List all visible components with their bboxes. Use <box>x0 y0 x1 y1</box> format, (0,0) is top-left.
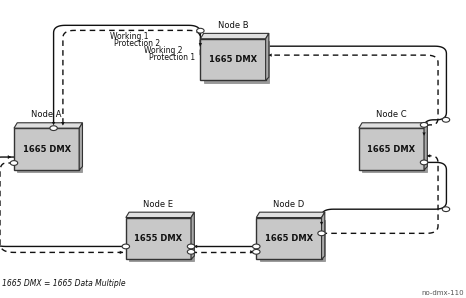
Polygon shape <box>266 33 269 80</box>
FancyBboxPatch shape <box>200 39 266 80</box>
Circle shape <box>187 244 195 249</box>
Text: Node A: Node A <box>31 110 62 119</box>
FancyBboxPatch shape <box>260 220 325 261</box>
Text: Node E: Node E <box>144 200 173 209</box>
Circle shape <box>420 160 428 165</box>
FancyBboxPatch shape <box>204 41 269 83</box>
FancyBboxPatch shape <box>126 218 191 259</box>
Polygon shape <box>322 212 325 259</box>
Text: 1655 DMX: 1655 DMX <box>134 234 183 243</box>
FancyBboxPatch shape <box>362 130 427 172</box>
Text: no-dmx-110: no-dmx-110 <box>421 290 464 296</box>
Circle shape <box>122 244 130 249</box>
Text: 1665 DMX: 1665 DMX <box>265 234 313 243</box>
Text: Working 1: Working 1 <box>110 32 148 41</box>
Polygon shape <box>424 123 427 170</box>
Circle shape <box>253 244 260 249</box>
Circle shape <box>442 207 450 212</box>
Text: Protection 1: Protection 1 <box>149 53 195 62</box>
Polygon shape <box>200 33 269 39</box>
Polygon shape <box>191 212 194 259</box>
Text: 1665 DMX = 1665 Data Multiple: 1665 DMX = 1665 Data Multiple <box>2 280 126 288</box>
FancyBboxPatch shape <box>129 220 194 261</box>
Polygon shape <box>14 123 82 128</box>
Text: 1665 DMX: 1665 DMX <box>22 145 71 153</box>
FancyBboxPatch shape <box>14 128 79 170</box>
Text: Working 2: Working 2 <box>144 46 183 55</box>
Text: Protection 2: Protection 2 <box>114 39 160 48</box>
FancyBboxPatch shape <box>256 218 322 259</box>
Text: Node B: Node B <box>218 21 248 30</box>
Text: Node C: Node C <box>376 110 407 119</box>
Circle shape <box>187 249 195 254</box>
Circle shape <box>442 117 450 122</box>
Circle shape <box>318 231 325 236</box>
Polygon shape <box>126 212 194 218</box>
FancyBboxPatch shape <box>359 128 424 170</box>
Circle shape <box>50 126 57 131</box>
Polygon shape <box>256 212 325 218</box>
Polygon shape <box>359 123 427 128</box>
Circle shape <box>10 161 18 165</box>
Polygon shape <box>79 123 82 170</box>
FancyBboxPatch shape <box>17 130 82 172</box>
Text: 1665 DMX: 1665 DMX <box>367 145 416 153</box>
Text: 1665 DMX: 1665 DMX <box>209 55 257 64</box>
Text: Node D: Node D <box>273 200 305 209</box>
Circle shape <box>420 122 428 127</box>
Circle shape <box>197 28 204 33</box>
Circle shape <box>253 249 260 254</box>
